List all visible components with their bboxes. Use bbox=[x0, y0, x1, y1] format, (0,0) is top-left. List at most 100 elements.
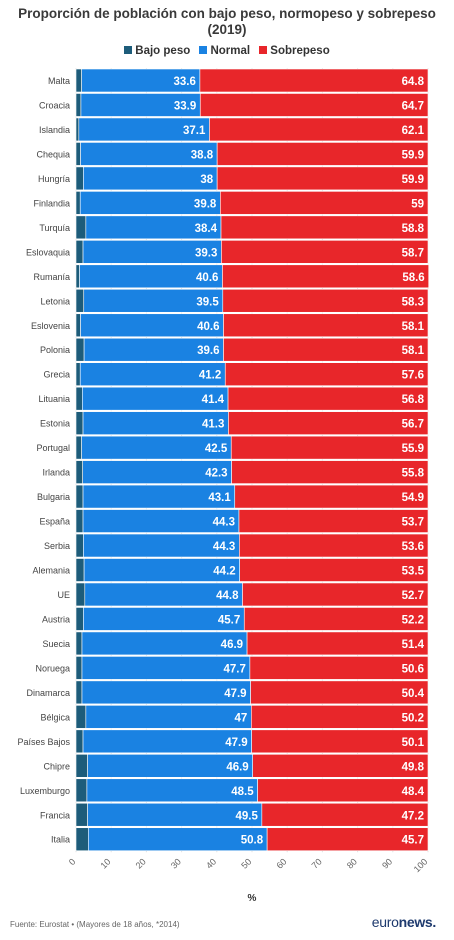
legend-swatch-normal bbox=[199, 46, 208, 54]
bar-bajo-peso-italia bbox=[75, 827, 89, 852]
data-label-sobrepeso-suecia: 51.4 bbox=[402, 639, 425, 651]
data-label-normal-serbia: 44.3 bbox=[213, 541, 235, 553]
data-label-normal-portugal: 42.5 bbox=[205, 443, 228, 455]
bar-bajo-peso-chipre bbox=[75, 753, 88, 778]
x-tick-label-40: 40 bbox=[204, 857, 218, 871]
bar-sobrepeso-dinamarca bbox=[250, 680, 429, 705]
bar-bajo-peso-francia bbox=[75, 802, 88, 827]
x-axis-title: % bbox=[248, 893, 257, 904]
category-label-francia: Francia bbox=[40, 810, 70, 820]
chart-title: Proporción de población con bajo peso, n… bbox=[0, 6, 454, 38]
bar-bajo-peso-grecia bbox=[75, 362, 81, 387]
data-label-sobrepeso-serbia: 53.6 bbox=[402, 541, 424, 553]
category-label-turquia: Turquía bbox=[39, 223, 70, 233]
category-label-lituania: Lituania bbox=[38, 394, 70, 404]
category-label-paises-bajos: Países Bajos bbox=[17, 737, 70, 747]
data-label-sobrepeso-bulgaria: 54.9 bbox=[402, 492, 424, 504]
bar-sobrepeso-portugal bbox=[230, 435, 429, 460]
chart-title-line2: (2019) bbox=[207, 22, 247, 37]
bar-bajo-peso-alemania bbox=[75, 558, 85, 582]
data-label-sobrepeso-croacia: 64.7 bbox=[402, 100, 424, 112]
data-label-normal-luxemburgo: 48.5 bbox=[231, 786, 254, 798]
data-label-normal-irlanda: 42.3 bbox=[205, 468, 227, 480]
euronews-logo[interactable]: euronews. bbox=[371, 914, 437, 930]
bar-bajo-peso-suecia bbox=[75, 631, 83, 656]
bar-sobrepeso-turquia bbox=[220, 215, 429, 240]
category-label-eslovaquia: Eslovaquia bbox=[26, 247, 70, 257]
bar-sobrepeso-paises-bajos bbox=[251, 729, 429, 754]
bar-sobrepeso-suecia bbox=[246, 631, 429, 656]
bar-sobrepeso-chipre bbox=[252, 753, 429, 778]
bar-bajo-peso-paises-bajos bbox=[75, 729, 84, 754]
x-tick-label-10: 10 bbox=[98, 857, 112, 871]
x-tick-label-60: 60 bbox=[274, 857, 288, 871]
bar-bajo-peso-irlanda bbox=[75, 460, 83, 484]
data-label-normal-lituania: 41.4 bbox=[202, 394, 225, 406]
bar-sobrepeso-estonia bbox=[228, 411, 429, 435]
category-label-austria: Austria bbox=[42, 614, 70, 624]
x-tick-label-80: 80 bbox=[345, 857, 359, 871]
category-label-chequia: Chequia bbox=[36, 149, 70, 159]
bar-sobrepeso-irlanda bbox=[231, 460, 429, 484]
bar-bajo-peso-noruega bbox=[75, 656, 83, 680]
bar-bajo-peso-bulgaria bbox=[75, 484, 84, 509]
legend-item-sobrepeso[interactable]: Sobrepeso bbox=[259, 45, 330, 57]
bar-bajo-peso-eslovenia bbox=[75, 313, 81, 338]
data-label-normal-estonia: 41.3 bbox=[202, 419, 224, 431]
bar-bajo-peso-serbia bbox=[75, 533, 84, 558]
bar-sobrepeso-eslovenia bbox=[223, 313, 429, 338]
category-label-dinamarca: Dinamarca bbox=[26, 688, 70, 698]
category-label-serbia: Serbia bbox=[44, 541, 70, 551]
bar-sobrepeso-italia bbox=[266, 827, 429, 852]
category-label-belgica: Bélgica bbox=[40, 712, 70, 722]
logo-part1: euro bbox=[371, 914, 399, 930]
data-label-sobrepeso-finlandia: 59 bbox=[411, 198, 424, 210]
category-label-alemania: Alemania bbox=[32, 566, 70, 576]
bar-bajo-peso-finlandia bbox=[75, 191, 81, 215]
category-label-hungria: Hungría bbox=[38, 174, 70, 184]
x-tick-label-30: 30 bbox=[169, 857, 183, 871]
bar-bajo-peso-ue bbox=[75, 582, 86, 607]
legend-label-sobrepeso: Sobrepeso bbox=[270, 45, 330, 57]
data-label-normal-bulgaria: 43.1 bbox=[208, 492, 231, 504]
legend-item-bajo-peso[interactable]: Bajo peso bbox=[124, 45, 190, 57]
x-tick-label-20: 20 bbox=[134, 857, 148, 871]
data-label-normal-italia: 50.8 bbox=[241, 835, 264, 847]
data-label-normal-espana: 44.3 bbox=[213, 517, 235, 529]
data-label-sobrepeso-rumania: 58.6 bbox=[402, 272, 424, 284]
bar-sobrepeso-finlandia bbox=[220, 191, 429, 215]
bar-bajo-peso-estonia bbox=[75, 411, 84, 435]
data-label-normal-paises-bajos: 47.9 bbox=[225, 737, 247, 749]
legend-swatch-sobrepeso bbox=[259, 46, 268, 54]
data-label-sobrepeso-francia: 47.2 bbox=[402, 810, 424, 822]
data-label-normal-hungria: 38 bbox=[200, 174, 213, 186]
data-label-sobrepeso-chequia: 59.9 bbox=[402, 149, 424, 161]
bar-bajo-peso-austria bbox=[75, 607, 84, 631]
bar-bajo-peso-lituania bbox=[75, 386, 83, 411]
data-label-normal-grecia: 41.2 bbox=[199, 370, 221, 382]
category-label-malta: Malta bbox=[48, 76, 70, 86]
bar-sobrepeso-ue bbox=[242, 582, 429, 607]
category-label-portugal: Portugal bbox=[36, 443, 70, 453]
bar-sobrepeso-hungria bbox=[216, 166, 429, 191]
bar-sobrepeso-luxemburgo bbox=[257, 778, 429, 803]
data-label-normal-finlandia: 39.8 bbox=[194, 198, 217, 210]
bar-sobrepeso-austria bbox=[243, 607, 429, 631]
bar-bajo-peso-luxemburgo bbox=[75, 778, 88, 803]
bar-sobrepeso-belgica bbox=[250, 705, 429, 729]
bar-sobrepeso-espana bbox=[238, 509, 429, 533]
category-label-irlanda: Irlanda bbox=[42, 468, 70, 478]
data-label-normal-noruega: 47.7 bbox=[223, 663, 245, 675]
bar-sobrepeso-polonia bbox=[223, 337, 429, 362]
data-label-normal-croacia: 33.9 bbox=[174, 100, 196, 112]
data-label-normal-islandia: 37.1 bbox=[183, 125, 206, 137]
category-label-luxemburgo: Luxemburgo bbox=[20, 786, 70, 796]
category-label-espana: España bbox=[39, 517, 70, 527]
legend-item-normal[interactable]: Normal bbox=[199, 45, 250, 57]
bar-normal-hungria bbox=[83, 166, 218, 191]
x-tick-label-90: 90 bbox=[380, 857, 394, 871]
data-label-sobrepeso-luxemburgo: 48.4 bbox=[402, 786, 425, 798]
data-label-normal-dinamarca: 47.9 bbox=[224, 688, 246, 700]
bar-normal-belgica bbox=[85, 705, 252, 729]
